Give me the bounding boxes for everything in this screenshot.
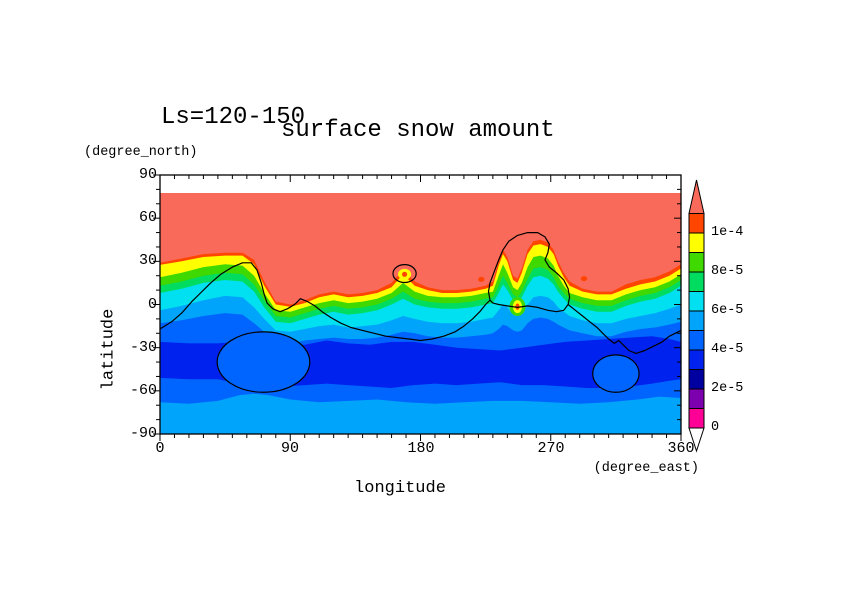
topo-contour-elysium bbox=[392, 264, 417, 284]
colorbar-under-arrow bbox=[688, 427, 705, 453]
hellas-basin-contour bbox=[216, 331, 311, 393]
colorbar-segment bbox=[688, 213, 705, 234]
colorbar-tick-label: 6e-5 bbox=[711, 303, 744, 318]
colorbar bbox=[688, 179, 705, 453]
colorbar-segment bbox=[688, 349, 705, 370]
colorbar-segment bbox=[688, 310, 705, 331]
colorbar-tick-label: 8e-5 bbox=[711, 264, 744, 279]
colorbar-segment bbox=[688, 232, 705, 253]
ls-range-title: Ls=120-150 bbox=[161, 104, 306, 131]
chryse-spot bbox=[515, 303, 520, 310]
y-tick-label: 30 bbox=[138, 252, 157, 269]
y-tick-label: -30 bbox=[129, 339, 157, 356]
colorbar-segment bbox=[688, 330, 705, 351]
y-tick-label: 90 bbox=[138, 166, 157, 183]
colorbar-segment bbox=[688, 369, 705, 390]
colorbar-segment bbox=[688, 252, 705, 273]
elysium-spot bbox=[401, 271, 408, 277]
y-tick-label: 0 bbox=[147, 296, 157, 313]
x-axis-unit-label: (degree_east) bbox=[593, 461, 699, 476]
colorbar-segment bbox=[688, 291, 705, 312]
band-south-polar-skyblue bbox=[160, 393, 681, 434]
x-tick-label: 360 bbox=[667, 440, 695, 457]
y-tick-label: -60 bbox=[129, 382, 157, 399]
colorbar-segment bbox=[688, 388, 705, 409]
colorbar-tick-label: 2e-5 bbox=[711, 381, 744, 396]
tharsis-dot-east bbox=[580, 276, 588, 282]
x-tick-label: 0 bbox=[155, 440, 165, 457]
colorbar-segment bbox=[688, 271, 705, 292]
y-tick-label: 60 bbox=[138, 209, 157, 226]
colorbar-tick-label: 1e-4 bbox=[711, 225, 744, 240]
plot-title: surface snow amount bbox=[281, 117, 555, 144]
tharsis-dot-west bbox=[478, 276, 485, 282]
y-axis-unit-label: (degree_north) bbox=[84, 145, 198, 160]
axis-ticks bbox=[153, 174, 682, 441]
topo-contour-east bbox=[567, 303, 681, 354]
colorbar-segment bbox=[688, 408, 705, 429]
x-tick-label: 90 bbox=[280, 440, 299, 457]
argyre-basin-contour bbox=[592, 354, 640, 393]
x-tick-label: 180 bbox=[407, 440, 435, 457]
topo-contour-west bbox=[160, 262, 491, 342]
y-tick-label: -90 bbox=[129, 425, 157, 442]
x-axis-title: longitude bbox=[354, 479, 446, 498]
colorbar-tick-label: 0 bbox=[711, 420, 720, 435]
x-tick-label: 270 bbox=[537, 440, 565, 457]
map-layer bbox=[160, 175, 681, 434]
topo-contour-tharsis-loop bbox=[487, 232, 571, 313]
colorbar-over-arrow bbox=[688, 179, 705, 214]
colorbar-tick-label: 4e-5 bbox=[711, 342, 744, 357]
